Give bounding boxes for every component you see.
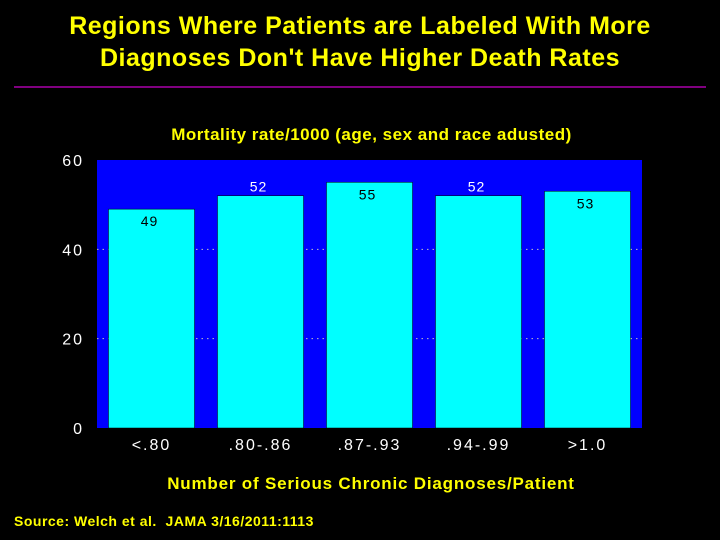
slide-title-line-2: Diagnoses Don't Have Higher Death Rates [99, 44, 620, 72]
y-tick-label: 60 [62, 153, 84, 170]
x-axis-label: Number of Serious Chronic Diagnoses/Pati… [167, 474, 575, 493]
x-tick-label: .87-.93 [338, 437, 402, 454]
x-tick-label: .94-.99 [447, 437, 511, 454]
x-tick-label: >1.0 [568, 437, 608, 454]
bar [326, 182, 413, 429]
slide-title-line-1: Regions Where Patients are Labeled With … [69, 12, 651, 40]
bar [108, 208, 195, 429]
slide-title: Regions Where Patients are Labeled With … [0, 10, 720, 74]
bar [217, 195, 304, 429]
chart-title: Mortality rate/1000 (age, sex and race a… [171, 125, 572, 144]
bar-value-label: 52 [468, 179, 486, 195]
x-tick-label: <.80 [132, 437, 172, 454]
bar-value-label: 52 [250, 179, 268, 195]
bar-value-label: 55 [359, 186, 377, 202]
bar [435, 195, 522, 429]
source-citation: Source: Welch et al. JAMA 3/16/2011:1113 [14, 513, 314, 529]
bar [544, 191, 631, 429]
y-tick-label: 20 [62, 332, 84, 349]
x-tick-label: .80-.86 [229, 437, 293, 454]
bar-value-label: 53 [577, 195, 595, 211]
y-tick-label: 0 [73, 421, 84, 438]
y-tick-label: 40 [62, 242, 84, 259]
title-divider [14, 86, 706, 88]
bar-value-label: 49 [141, 213, 159, 229]
